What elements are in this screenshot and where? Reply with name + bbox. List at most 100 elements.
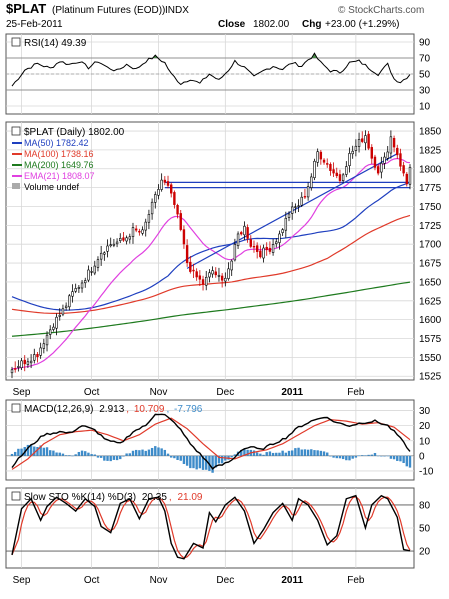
date-label: 25-Feb-2011 [6, 19, 63, 30]
macd-histogram-bar [36, 446, 39, 456]
candle-body [332, 169, 335, 174]
macd-histogram-bar [351, 455, 354, 459]
macd-histogram-bar [138, 450, 141, 456]
candle-body [205, 276, 208, 286]
price-y-tick-label: 1550 [419, 353, 442, 364]
macd-histogram-bar [348, 455, 351, 461]
macd-histogram-bar [284, 452, 288, 456]
candle-body [357, 139, 361, 147]
candle-body [224, 277, 227, 282]
macd-histogram-bar [278, 452, 281, 456]
macd-histogram-bar [364, 455, 367, 456]
candle-body [20, 360, 23, 368]
macd-histogram-bar [176, 455, 179, 460]
candle-body [217, 274, 221, 277]
macd-histogram-bar [166, 453, 170, 456]
macd-histogram-bar [373, 452, 377, 456]
macd-histogram-bar [370, 454, 373, 456]
macd-histogram-bar [297, 447, 300, 456]
candle-body [36, 353, 39, 358]
candle-body [386, 151, 389, 159]
macd-histogram-bar [109, 455, 112, 462]
macd-legend-prefix: MACD(12,26,9) [24, 404, 93, 415]
candle-body [68, 295, 71, 308]
candle-body [29, 360, 33, 364]
macd-histogram-bar [96, 455, 100, 458]
candle-body [122, 237, 125, 241]
candle-body [52, 326, 55, 330]
candle-body [262, 247, 265, 259]
macd-histogram-bar [150, 447, 154, 456]
candle-body [275, 241, 278, 244]
candle-body [255, 245, 259, 252]
candle-body [281, 229, 284, 233]
candle-body [166, 181, 170, 186]
candle-body [157, 189, 160, 196]
rsi-legend: RSI(14) 49.39 [11, 37, 87, 49]
macd-legend-v1: 2.913 [99, 404, 124, 415]
svg-text:MACD(12,26,9) 2.913,: MACD(12,26,9) 2.913, 10.709, -7.796 [24, 404, 203, 415]
macd-legend: MACD(12,26,9) 2.913, 10.709, -7.796 [11, 403, 203, 415]
macd-histogram-bar [170, 455, 173, 458]
price-y-tick-label: 1625 [419, 296, 442, 307]
macd-histogram-bar [290, 450, 294, 456]
rsi-y-tick-label: 30 [419, 86, 431, 97]
macd-histogram-bar [45, 447, 49, 456]
candle-body [147, 214, 151, 223]
candle-body [201, 279, 205, 285]
macd-histogram-bar [182, 455, 186, 464]
price-legend: $PLAT (Daily) 1802.00 MA(50) 1782.42 MA(… [11, 126, 125, 192]
macd-histogram-bar [61, 453, 65, 456]
macd-histogram-bar [99, 455, 103, 458]
macd-y-tick-label: 0 [419, 451, 425, 462]
candle-body [185, 245, 189, 264]
sto-y-tick-label: 80 [419, 500, 431, 511]
candle-body [26, 361, 30, 365]
sto-legend: Slow STO %K(14) %D(3) 20.35, 21.09 [11, 491, 203, 503]
macd-histogram-bar [357, 455, 361, 457]
sto-legend-prefix: Slow STO %K(14) %D(3) [24, 492, 136, 503]
macd-histogram-bar [33, 446, 36, 456]
candle-body [55, 316, 58, 329]
macd-histogram-bar [246, 449, 249, 456]
ma100-legend-text: MA(100) 1738.16 [24, 149, 94, 159]
macd-histogram-bar [361, 455, 364, 456]
candle-body [306, 186, 310, 198]
price-x-tick-label: 2011 [281, 387, 303, 398]
candle-body [23, 359, 26, 365]
candle-body [220, 275, 224, 281]
macd-line [11, 413, 411, 470]
svg-text:Slow STO %K(14) %D(3) 20: Slow STO %K(14) %D(3) 20.35, 21.09 [24, 492, 203, 503]
macd-histogram-bar [392, 455, 396, 460]
candle-body [90, 271, 93, 273]
macd-histogram-bar [205, 455, 208, 470]
volume-legend-swatch [12, 183, 20, 189]
symbol-title: $PLAT [6, 1, 46, 16]
candle-body [33, 354, 36, 361]
macd-histogram-bar [195, 455, 198, 470]
ma50-legend-text: MA(50) 1782.42 [24, 138, 89, 148]
macd-histogram-bar [131, 450, 135, 456]
macd-y-tick-label: -10 [419, 466, 434, 477]
price-y-tick-label: 1575 [419, 334, 442, 345]
macd-histogram-bar [405, 455, 409, 467]
candle-body [399, 153, 402, 167]
candle-body [268, 247, 272, 252]
macd-histogram-bar [185, 455, 189, 466]
candle-body [115, 241, 119, 245]
candle-body [233, 243, 237, 261]
macd-histogram-bar [201, 455, 205, 470]
candle-body [259, 250, 262, 258]
macd-histogram-bar [128, 453, 132, 456]
candle-body [179, 213, 182, 230]
macd-histogram-bar [233, 454, 237, 456]
candle-body [74, 288, 77, 292]
macd-histogram-bar [112, 455, 116, 460]
macd-histogram-bar [389, 455, 393, 459]
macd-histogram-bar [122, 455, 125, 457]
candle-body [39, 347, 42, 356]
macd-histogram-bar [17, 448, 20, 456]
price-x-tick-label: Sep [13, 387, 31, 398]
macd-histogram-bar [255, 452, 259, 456]
macd-histogram-bar [383, 455, 386, 457]
